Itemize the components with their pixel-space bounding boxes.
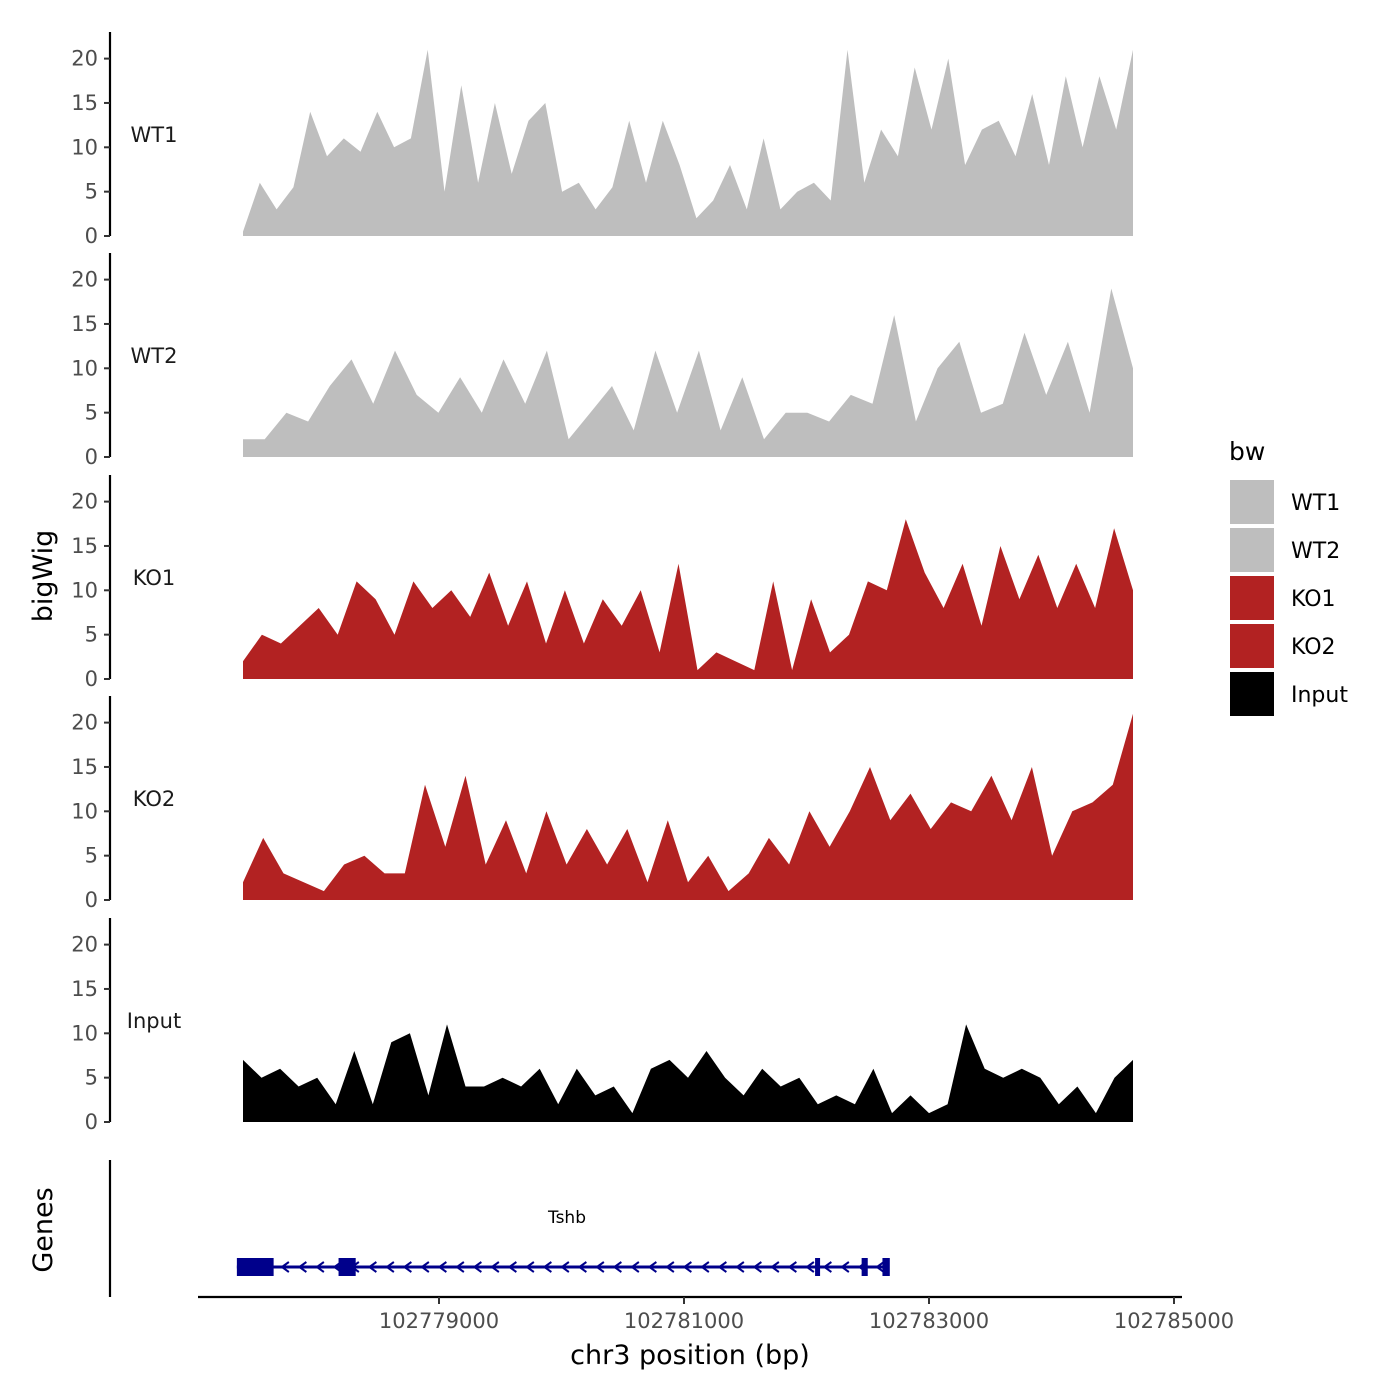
strand-chevron-21 [647, 1261, 657, 1273]
strand-chevron-23 [682, 1261, 692, 1273]
legend-swatch-wt1 [1230, 480, 1274, 524]
y-tick-label-wt2-10: 10 [71, 356, 98, 380]
y-tick-label-wt1-20: 20 [71, 47, 98, 71]
x-tick-label-102783000: 102783000 [869, 1309, 989, 1333]
y-tick-label-ko1-10: 10 [71, 578, 98, 602]
gene-exon-2 [815, 1258, 821, 1276]
strand-chevron-28 [770, 1261, 780, 1273]
y-tick-label-input-15: 15 [71, 977, 98, 1001]
legend-label-wt1: WT1 [1291, 491, 1340, 516]
coverage-area-wt1 [243, 49, 1133, 237]
strand-chevron-32 [840, 1261, 850, 1273]
strand-chevron-26 [735, 1261, 745, 1273]
coverage-area-ko2 [243, 713, 1133, 900]
y-tick-label-ko2-10: 10 [71, 799, 98, 823]
track-label-ko2: KO2 [133, 787, 176, 811]
strand-chevron-22 [665, 1261, 675, 1273]
legend-label-ko2: KO2 [1291, 635, 1336, 660]
legend-swatch-wt2 [1230, 528, 1274, 572]
strand-chevron-0 [280, 1261, 290, 1273]
legend-label-input: Input [1291, 683, 1348, 708]
track-label-input: Input [127, 1009, 181, 1033]
track-label-ko1: KO1 [133, 566, 176, 590]
strand-chevron-27 [752, 1261, 762, 1273]
y-tick-label-wt2-0: 0 [85, 445, 98, 469]
strand-chevron-8 [420, 1261, 430, 1273]
y-tick-label-ko1-5: 5 [85, 623, 98, 647]
x-tick-label-102785000: 102785000 [1114, 1309, 1234, 1333]
legend-label-ko1: KO1 [1291, 587, 1336, 612]
strand-chevron-14 [525, 1261, 535, 1273]
legend-title: bw [1229, 437, 1265, 466]
strand-chevron-31 [822, 1261, 832, 1273]
y-tick-label-wt1-10: 10 [71, 135, 98, 159]
gene-exon-1 [338, 1258, 356, 1276]
strand-chevron-13 [507, 1261, 517, 1273]
strand-chevron-2 [315, 1261, 325, 1273]
y-axis-label: bigWig [28, 530, 59, 623]
y-tick-label-ko1-0: 0 [85, 667, 98, 691]
strand-chevron-12 [490, 1261, 500, 1273]
genes-axis-label: Genes [28, 1187, 59, 1272]
y-tick-label-wt2-5: 5 [85, 401, 98, 425]
y-tick-label-ko1-20: 20 [71, 490, 98, 514]
x-tick-label-102781000: 102781000 [624, 1309, 744, 1333]
legend-swatch-input [1230, 672, 1274, 716]
legend-swatch-ko1 [1230, 576, 1274, 620]
track-label-wt1: WT1 [131, 123, 178, 147]
coverage-area-input [243, 1024, 1133, 1122]
strand-chevron-17 [577, 1261, 587, 1273]
strand-chevron-30 [805, 1261, 815, 1273]
strand-chevron-25 [717, 1261, 727, 1273]
strand-chevron-7 [402, 1261, 412, 1273]
y-tick-label-wt1-5: 5 [85, 180, 98, 204]
gene-exon-3 [861, 1258, 868, 1276]
gene-exon-4 [882, 1258, 890, 1276]
gene-exon-0 [236, 1258, 274, 1276]
strand-chevron-18 [595, 1261, 605, 1273]
strand-chevron-19 [612, 1261, 622, 1273]
y-tick-label-ko2-0: 0 [85, 888, 98, 912]
strand-chevron-9 [437, 1261, 447, 1273]
strand-chevron-24 [700, 1261, 710, 1273]
legend-label-wt2: WT2 [1291, 539, 1340, 564]
x-tick-label-102779000: 102779000 [379, 1309, 499, 1333]
track-label-wt2: WT2 [131, 344, 178, 368]
y-tick-label-ko2-20: 20 [71, 711, 98, 735]
y-tick-label-ko1-15: 15 [71, 534, 98, 558]
strand-chevron-11 [472, 1261, 482, 1273]
y-tick-label-wt1-0: 0 [85, 224, 98, 248]
coverage-area-ko1 [243, 519, 1133, 679]
strand-chevron-29 [787, 1261, 797, 1273]
y-tick-label-input-20: 20 [71, 933, 98, 957]
y-tick-label-wt2-20: 20 [71, 268, 98, 292]
y-tick-label-input-0: 0 [85, 1110, 98, 1134]
legend-swatch-ko2 [1230, 624, 1274, 668]
strand-chevron-1 [297, 1261, 307, 1273]
y-tick-label-input-10: 10 [71, 1021, 98, 1045]
y-tick-label-ko2-15: 15 [71, 755, 98, 779]
y-tick-label-input-5: 5 [85, 1066, 98, 1090]
y-tick-label-wt1-15: 15 [71, 91, 98, 115]
y-tick-label-wt2-15: 15 [71, 312, 98, 336]
strand-chevron-34 [875, 1261, 885, 1273]
strand-chevron-16 [560, 1261, 570, 1273]
y-tick-label-ko2-5: 5 [85, 844, 98, 868]
strand-chevron-5 [367, 1261, 377, 1273]
strand-chevron-6 [385, 1261, 395, 1273]
x-axis-label: chr3 position (bp) [570, 1340, 810, 1371]
strand-chevron-20 [630, 1261, 640, 1273]
strand-chevron-10 [455, 1261, 465, 1273]
strand-chevron-15 [542, 1261, 552, 1273]
gene-label: Tshb [547, 1208, 586, 1228]
coverage-area-wt2 [243, 288, 1133, 457]
